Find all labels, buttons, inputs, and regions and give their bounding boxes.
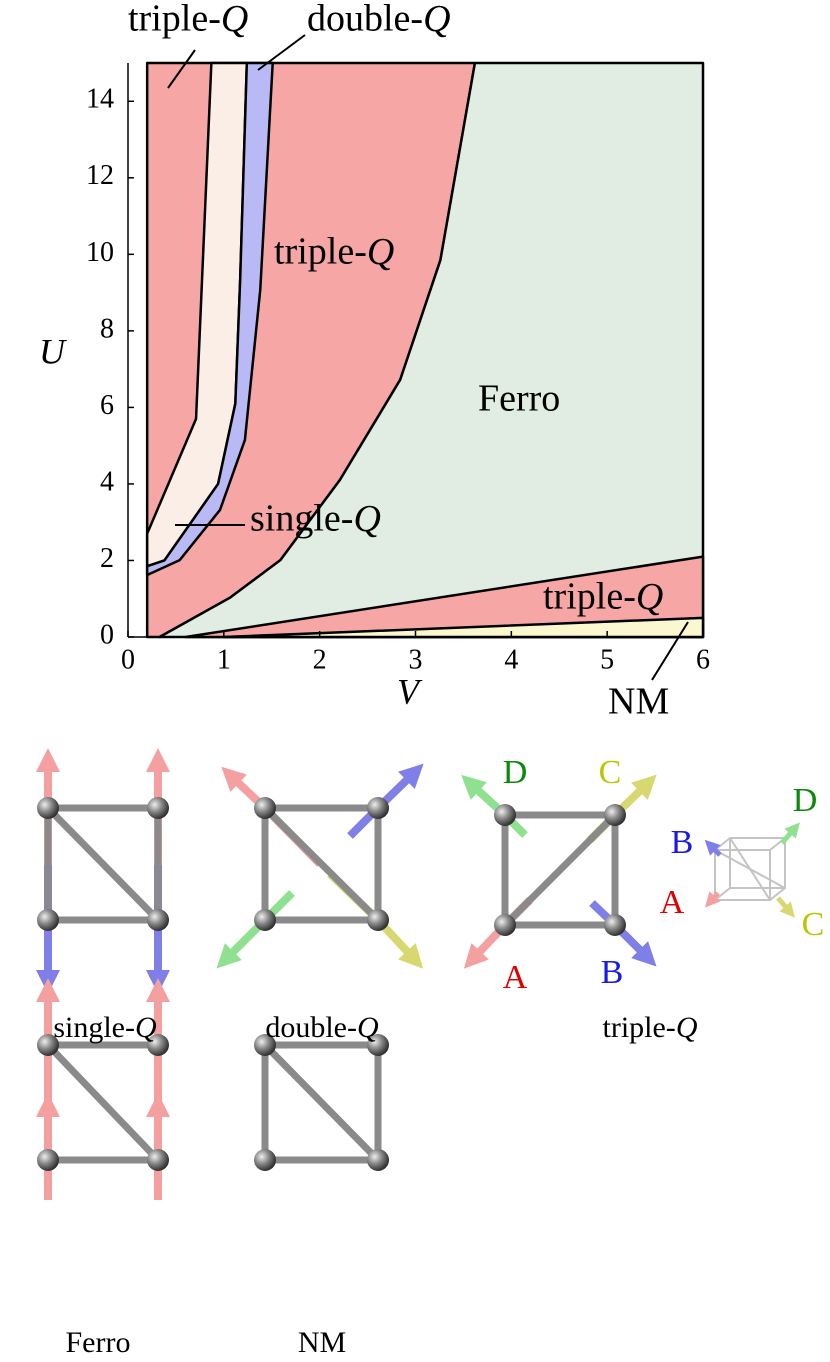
single-q-config [36,748,170,994]
site-label: C [802,906,825,943]
site-label: A [660,884,685,921]
triple-q-config [461,774,800,969]
region-label: NM [608,681,669,723]
config-label: triple-Q [603,1011,698,1044]
region-label: triple-Q [128,0,248,40]
ferro-config [36,978,170,1200]
x-tick-label: 2 [313,644,327,675]
x-axis-label: V [397,671,423,711]
nm-config [254,1034,389,1171]
y-tick-label: 14 [86,84,114,115]
region-label: double-Q [307,0,451,40]
region-label: triple-Q [543,576,663,618]
region-label: triple-Q [274,231,394,273]
site-label: B [601,954,624,991]
x-tick-label: 0 [121,644,135,675]
region-label: Ferro [478,378,560,420]
site-label: D [793,782,818,819]
y-tick-label: 0 [100,619,114,650]
y-tick-label: 2 [100,543,114,574]
site-label: B [671,824,694,861]
config-label: single-Q [53,1011,157,1044]
config-label: Ferro [66,1326,131,1359]
y-tick-label: 6 [100,390,114,421]
x-tick-label: 5 [600,644,614,675]
y-tick-label: 8 [100,313,114,344]
site-label: C [599,754,622,791]
y-tick-label: 12 [86,160,114,191]
x-tick-label: 3 [409,644,423,675]
region-label: single-Q [250,498,381,540]
x-tick-label: 4 [504,644,518,675]
site-label: A [503,959,528,996]
double-q-config [216,763,424,969]
x-tick-label: 6 [696,644,710,675]
config-label: double-Q [265,1011,379,1044]
config-label: NM [298,1326,346,1359]
y-tick-label: 10 [86,237,114,268]
y-tick-label: 4 [100,466,114,497]
x-tick-label: 1 [217,644,231,675]
leader-lines [167,34,689,681]
site-label: D [503,754,528,791]
phase-region [145,61,274,577]
phase-region [158,61,705,639]
y-axis-label: U [39,331,67,371]
